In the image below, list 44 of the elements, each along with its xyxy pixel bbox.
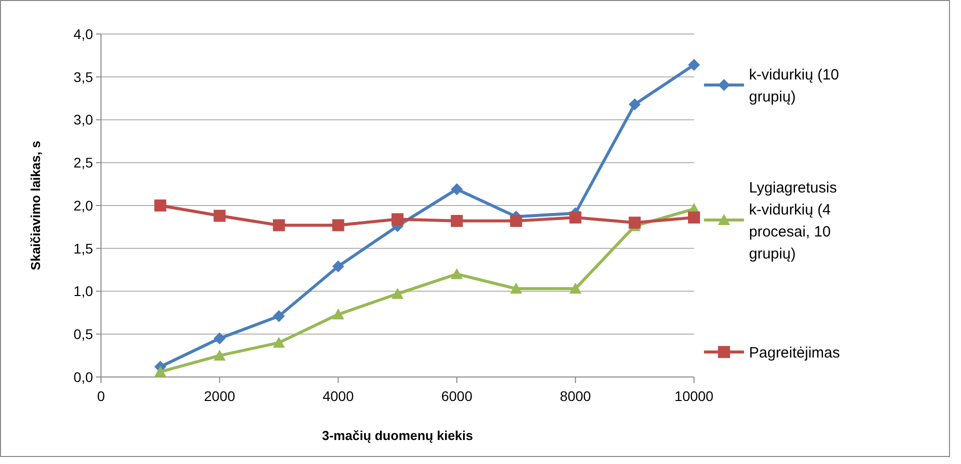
x-tick-label: 8000 — [560, 388, 592, 404]
point — [450, 268, 463, 280]
y-tick-label: 3,5 — [74, 68, 94, 85]
x-axis-title: 3-mačių duomenų kiekis — [322, 428, 473, 443]
point — [688, 212, 700, 224]
point — [332, 260, 344, 272]
x-tick-label: 0 — [97, 388, 106, 404]
point — [510, 214, 522, 227]
legend-label: k-vidurkių (10 grupių) — [749, 66, 840, 106]
legend-label: Pagreitėjimas — [749, 344, 840, 362]
x-tick-label: 6000 — [441, 388, 473, 404]
point — [214, 350, 226, 361]
y-tick-label: 3,0 — [74, 112, 94, 128]
point — [214, 332, 226, 344]
point — [154, 200, 166, 212]
y-tick-label: 1,0 — [74, 283, 94, 300]
point — [392, 213, 404, 226]
point — [450, 183, 463, 196]
point — [628, 216, 641, 229]
x-tick-label: 2000 — [204, 388, 236, 404]
y-tick-label: 1,5 — [74, 240, 94, 256]
x-tick-label: 10000 — [674, 388, 714, 404]
point — [272, 219, 285, 232]
point — [450, 214, 463, 227]
point — [272, 336, 285, 348]
y-tick-label: 2,0 — [74, 197, 94, 214]
y-tick-label: 0,0 — [74, 368, 94, 385]
point — [628, 98, 641, 110]
y-axis-title: Skaičiavimo laikas, s — [28, 140, 43, 270]
x-tick-label: 4000 — [322, 388, 354, 404]
point — [392, 288, 404, 299]
point — [569, 282, 582, 294]
point — [214, 210, 226, 222]
point — [569, 212, 582, 224]
y-tick-label: 4,0 — [74, 26, 94, 42]
y-tick-label: 0,5 — [74, 326, 94, 342]
point — [510, 282, 522, 294]
point — [688, 58, 700, 71]
legend-label: Lygiagretusis k-vidurkių (4 procesai, 10 grupių) — [749, 179, 837, 262]
point — [332, 308, 344, 320]
y-tick-label: 2,5 — [74, 154, 94, 171]
point — [154, 366, 166, 377]
point — [332, 219, 344, 232]
point — [272, 310, 285, 322]
